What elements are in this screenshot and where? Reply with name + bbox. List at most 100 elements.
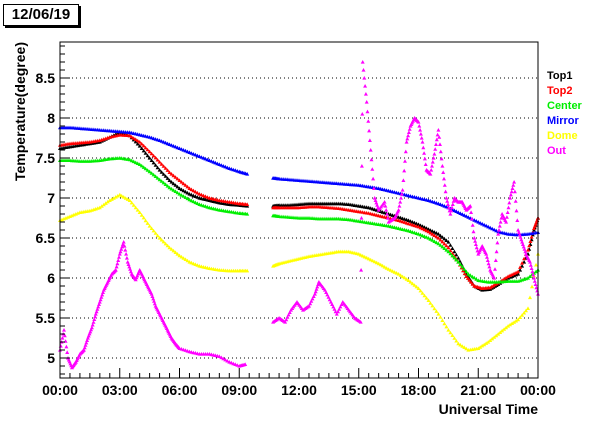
- data-point: [98, 297, 103, 302]
- data-point: [383, 204, 388, 208]
- data-point: [484, 252, 489, 256]
- data-point: [486, 340, 491, 344]
- data-point: [508, 196, 513, 200]
- data-point: [147, 149, 152, 154]
- data-point: [96, 304, 101, 309]
- data-point: [497, 228, 501, 232]
- data-point: [522, 310, 527, 315]
- data-point: [484, 341, 489, 345]
- data-point: [243, 362, 248, 366]
- data-point: [121, 240, 126, 244]
- data-point: [399, 196, 403, 200]
- data-point: [490, 336, 495, 341]
- data-point: [147, 156, 152, 160]
- data-point: [402, 168, 407, 173]
- data-point: [283, 320, 288, 324]
- data-point: [440, 244, 445, 249]
- data-point: [128, 269, 133, 274]
- data-point: [165, 243, 170, 248]
- data-point: [509, 189, 514, 194]
- data-point: [285, 315, 290, 319]
- data-point: [436, 312, 441, 316]
- data-point: [418, 132, 423, 136]
- data-point: [528, 263, 533, 267]
- data-point: [147, 224, 152, 228]
- data-point: [534, 220, 539, 224]
- data-point: [462, 267, 467, 271]
- data-point: [526, 306, 530, 310]
- data-point: [428, 301, 433, 305]
- data-point: [495, 240, 500, 245]
- data-point: [448, 330, 453, 335]
- data-point: [514, 318, 519, 323]
- data-point: [62, 333, 67, 338]
- data-point: [330, 302, 335, 306]
- data-point: [432, 306, 437, 311]
- data-point: [169, 186, 174, 191]
- data-point: [167, 245, 172, 250]
- axes: 5 5.5 6 6.5 7 7.5 8 8.5 00:00 03:00 06:00 09:00 12:0…: [36, 45, 556, 398]
- data-point: [153, 155, 158, 160]
- data-point: [403, 159, 407, 163]
- data-point: [497, 224, 502, 228]
- series-mirror: [58, 125, 540, 237]
- date-label: 12/06/19: [3, 4, 79, 26]
- data-point: [159, 179, 164, 183]
- data-point: [502, 277, 507, 281]
- data-point: [430, 164, 434, 168]
- data-point: [221, 356, 226, 361]
- data-point: [506, 205, 511, 210]
- data-point: [419, 136, 424, 140]
- data-point: [245, 172, 250, 176]
- data-point: [114, 264, 119, 269]
- data-point: [512, 189, 517, 194]
- data-point: [145, 153, 150, 158]
- data-point: [456, 260, 461, 264]
- data-point: [438, 149, 443, 154]
- data-point: [456, 341, 461, 346]
- data-point: [424, 228, 429, 233]
- data-point: [510, 186, 515, 190]
- data-point: [474, 219, 479, 223]
- data-point: [155, 157, 160, 162]
- data-point: [446, 202, 450, 206]
- data-point: [494, 333, 499, 338]
- data-point: [175, 184, 180, 189]
- data-point: [169, 180, 174, 184]
- data-point: [498, 330, 503, 334]
- data-point: [532, 224, 537, 228]
- data-point: [58, 344, 63, 348]
- data-point: [149, 158, 154, 162]
- data-point: [171, 248, 176, 253]
- data-point: [404, 277, 409, 281]
- data-point: [89, 327, 94, 332]
- data-point: [436, 232, 441, 236]
- y-tick-label: 6.5: [36, 230, 56, 246]
- data-point: [482, 342, 487, 347]
- data-point: [370, 258, 375, 263]
- data-point: [364, 100, 369, 104]
- data-point: [446, 249, 451, 254]
- data-point: [416, 222, 421, 226]
- data-point: [150, 294, 155, 298]
- data-point: [149, 292, 154, 296]
- data-point: [422, 227, 427, 232]
- data-point: [97, 205, 102, 210]
- data-point: [111, 196, 116, 200]
- data-point: [428, 237, 433, 241]
- data-point: [448, 248, 453, 253]
- data-point: [454, 252, 459, 257]
- data-point: [107, 198, 112, 202]
- data-point: [89, 325, 94, 330]
- data-point: [448, 243, 453, 247]
- data-point: [100, 292, 105, 297]
- data-point: [530, 269, 535, 274]
- data-point: [165, 176, 170, 180]
- data-point: [369, 157, 374, 162]
- data-point: [161, 239, 166, 244]
- data-point: [145, 147, 150, 152]
- data-point: [388, 268, 393, 272]
- x-tick-label: 15:00: [341, 382, 377, 398]
- data-point: [462, 271, 467, 276]
- data-point: [324, 290, 329, 294]
